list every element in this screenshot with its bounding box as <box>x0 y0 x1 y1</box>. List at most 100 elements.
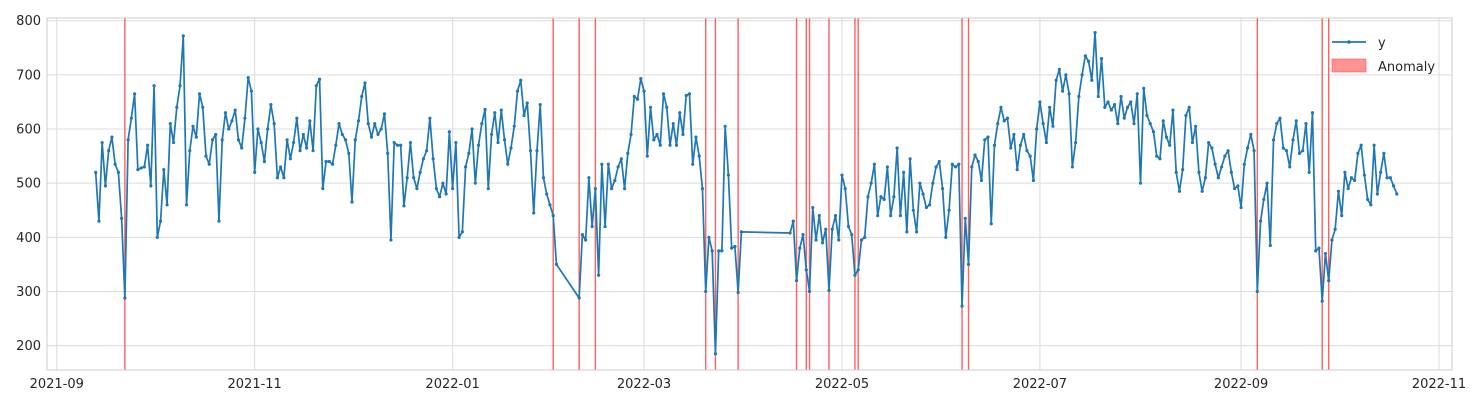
data-point <box>223 111 228 115</box>
data-point <box>236 138 241 142</box>
data-point <box>882 197 886 202</box>
data-point <box>379 127 383 131</box>
data-point <box>476 143 481 147</box>
data-point <box>908 157 912 161</box>
data-point <box>470 127 474 131</box>
data-point <box>107 149 111 153</box>
data-point <box>1054 78 1058 82</box>
data-point <box>285 138 289 142</box>
data-point <box>1320 299 1324 303</box>
data-point <box>717 249 721 253</box>
data-point <box>340 132 344 137</box>
data-point <box>1070 165 1074 169</box>
data-point <box>1181 168 1185 172</box>
data-point <box>366 122 370 126</box>
data-point <box>100 140 104 145</box>
data-point <box>1284 149 1289 153</box>
data-point <box>1005 116 1010 120</box>
data-point <box>314 84 318 88</box>
data-point <box>493 111 497 115</box>
data-point <box>1022 132 1026 137</box>
data-point <box>824 227 828 231</box>
data-point <box>266 127 270 131</box>
data-point <box>123 296 127 300</box>
data-point <box>350 200 354 204</box>
data-point <box>418 170 422 174</box>
data-point <box>1077 94 1081 99</box>
data-point <box>1048 105 1052 109</box>
data-point <box>1119 94 1123 99</box>
data-point <box>227 127 231 131</box>
data-point <box>282 176 286 180</box>
data-point <box>460 230 464 234</box>
legend-marker <box>1347 40 1351 44</box>
data-point <box>1385 176 1389 180</box>
plot-area <box>47 18 1452 370</box>
data-point <box>1203 176 1207 180</box>
data-point <box>519 78 523 82</box>
data-point <box>1018 143 1023 147</box>
y-tick-label: 200 <box>16 339 41 354</box>
data-point <box>145 143 150 147</box>
data-point <box>1258 219 1263 223</box>
data-point <box>1213 162 1217 166</box>
data-point <box>1310 111 1315 115</box>
data-point <box>165 203 169 207</box>
data-point <box>301 132 305 137</box>
data-point <box>1155 154 1159 158</box>
data-point <box>506 162 510 166</box>
grid <box>47 18 1452 370</box>
data-point <box>233 108 237 112</box>
legend-label: y <box>1378 36 1386 51</box>
data-point <box>360 94 364 99</box>
data-point <box>1064 73 1068 77</box>
data-point <box>116 170 120 174</box>
data-point <box>665 105 669 109</box>
data-point <box>1187 105 1191 109</box>
data-point <box>863 235 867 239</box>
data-point <box>1297 151 1302 155</box>
data-point <box>713 352 718 356</box>
data-point <box>392 140 396 145</box>
data-point <box>593 186 597 191</box>
data-point <box>671 122 675 126</box>
data-point <box>428 116 432 120</box>
data-point <box>1330 238 1334 242</box>
data-point <box>895 146 899 150</box>
data-point <box>876 214 880 218</box>
anomaly-markers <box>124 18 1330 370</box>
data-point <box>791 219 795 223</box>
data-point <box>986 135 990 139</box>
data-point <box>321 186 325 191</box>
data-point <box>535 149 539 153</box>
data-point <box>915 230 919 234</box>
data-point <box>966 262 971 266</box>
data-point <box>188 149 192 153</box>
data-point <box>629 132 633 137</box>
data-point <box>1080 73 1084 77</box>
data-point <box>577 296 581 300</box>
data-point <box>931 181 935 185</box>
data-point <box>1122 116 1126 120</box>
data-point <box>441 181 445 185</box>
data-point <box>288 157 292 161</box>
data-point <box>580 233 584 237</box>
data-point <box>1051 124 1055 128</box>
data-point <box>356 119 361 123</box>
data-point <box>652 138 656 142</box>
data-point <box>386 151 390 155</box>
series-line <box>94 31 1398 355</box>
data-point <box>1388 176 1392 180</box>
data-point <box>425 149 429 153</box>
data-point <box>635 97 640 101</box>
data-point <box>324 159 328 164</box>
data-point <box>431 157 435 161</box>
data-point <box>733 244 737 249</box>
data-point <box>1307 170 1311 174</box>
data-point <box>184 203 189 207</box>
data-point <box>246 75 250 80</box>
data-point <box>1116 122 1120 126</box>
data-point <box>1336 189 1341 193</box>
data-point <box>457 235 461 239</box>
data-point <box>1275 122 1279 126</box>
